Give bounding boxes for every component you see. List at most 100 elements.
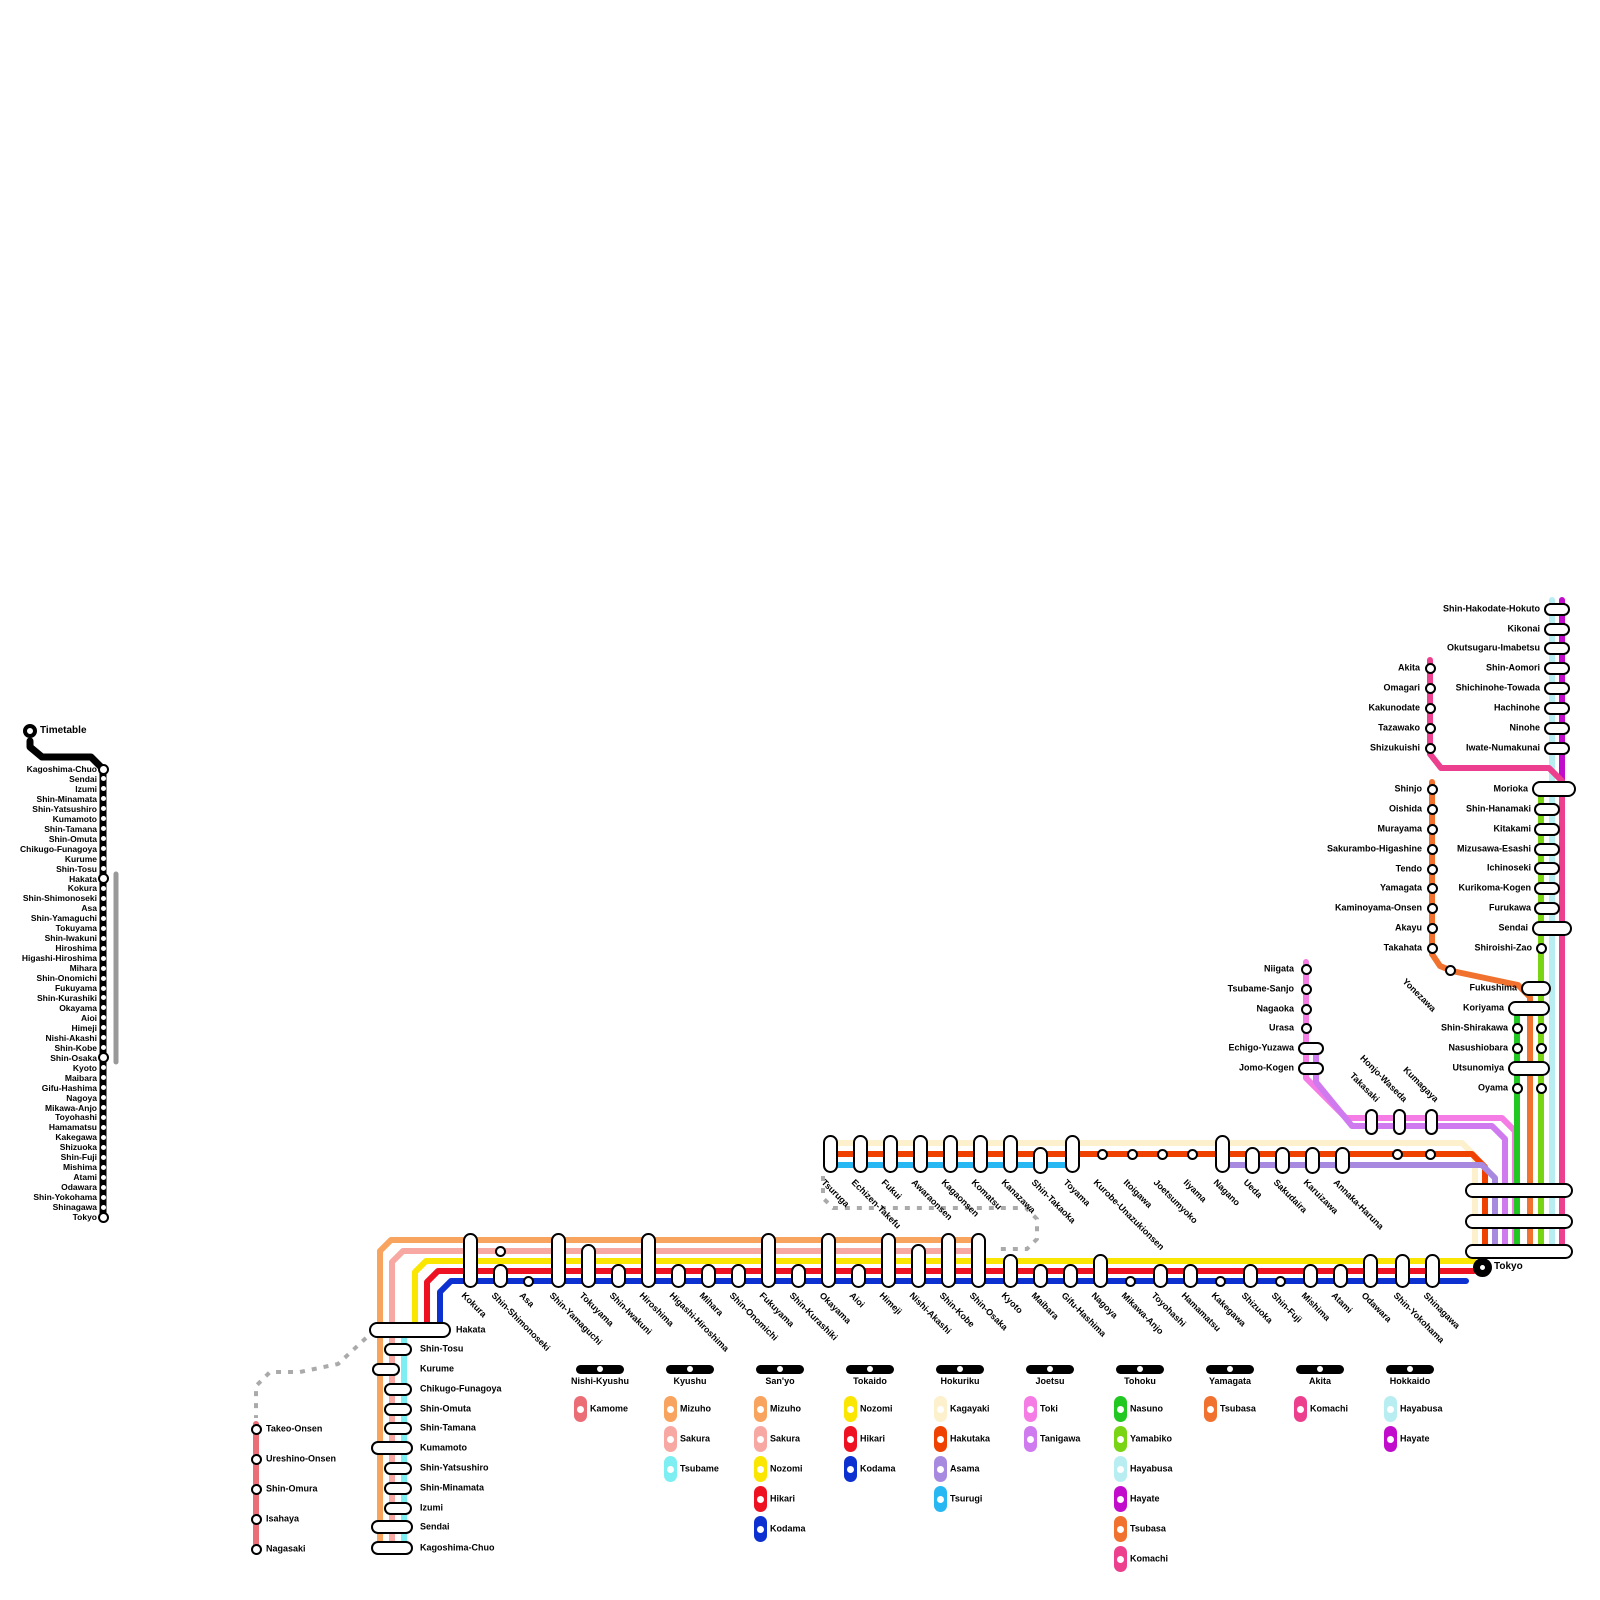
timetable-major-stop — [97, 1052, 109, 1064]
legend-line-name: Hokkaido — [1389, 1376, 1431, 1386]
timetable-stop — [100, 885, 106, 891]
station-marker — [1535, 1022, 1547, 1034]
legend-line-badge-dot — [867, 1366, 873, 1372]
station-marker — [1534, 861, 1560, 875]
legend-line-name: Joetsu — [1035, 1376, 1065, 1386]
station-marker — [942, 1135, 958, 1173]
legend-service-swatch-dot — [1116, 1525, 1124, 1533]
legend-service-name: Hayabusa — [1130, 1463, 1173, 1474]
timetable-station-label: Shin-Tamana — [44, 823, 97, 834]
timetable-station-label: Shin-Fuji — [60, 1152, 97, 1163]
station-marker — [1511, 1082, 1523, 1094]
timetable-station-label: Kokura — [67, 883, 97, 894]
station-label: Echigo-Yuzawa — [1228, 1042, 1294, 1053]
station-marker — [1511, 1022, 1523, 1034]
legend-service-name: Nozomi — [770, 1463, 803, 1474]
line-hikari — [424, 1268, 1477, 1335]
station-marker — [372, 1362, 400, 1376]
station-marker — [1300, 1003, 1312, 1015]
station-marker — [760, 1232, 776, 1288]
legend-service-name: Komachi — [1130, 1553, 1169, 1564]
station-label: Takahata — [1383, 942, 1422, 953]
legend-service-swatch-dot — [936, 1435, 944, 1443]
station-marker — [700, 1264, 716, 1288]
station-marker — [1302, 1264, 1318, 1288]
station-label: Nagaoka — [1256, 1003, 1294, 1014]
station-marker — [1096, 1148, 1108, 1160]
timetable-station-label: Himeji — [71, 1022, 97, 1033]
station-label: Shin-Shirakawa — [1440, 1022, 1508, 1033]
legend-service-name: Hayate — [1400, 1433, 1430, 1444]
station-marker — [1032, 1264, 1048, 1288]
timetable-station-label: Asa — [81, 903, 97, 914]
station-marker — [1274, 1146, 1290, 1174]
timetable-stop — [100, 1124, 106, 1130]
timetable-station-label: Shinagawa — [52, 1201, 97, 1212]
station-marker — [640, 1232, 656, 1288]
legend-service-name: Hayabusa — [1400, 1403, 1443, 1414]
station-label: Kurikoma-Kogen — [1458, 882, 1531, 893]
timetable-station-label: Shin-Yatsushiro — [32, 803, 97, 814]
station-label: Shin-Omuta — [420, 1403, 471, 1414]
station-label: Fukushima — [1469, 982, 1517, 993]
legend-service-swatch-dot — [1116, 1555, 1124, 1563]
timetable-stop — [100, 806, 106, 812]
station-marker — [384, 1342, 412, 1356]
station-marker — [384, 1461, 412, 1475]
station-label: Shichinohe-Towada — [1455, 682, 1540, 693]
timetable-major-stop — [97, 763, 109, 775]
timetable-stop — [100, 776, 106, 782]
timetable-stop — [100, 1095, 106, 1101]
timetable-station-label: Shin-Tosu — [56, 863, 97, 874]
station-label: Shin-Aomori — [1486, 662, 1540, 673]
station-marker — [1534, 802, 1560, 816]
station-label: Hachinohe — [1493, 702, 1540, 713]
timetable-station-label: Mikawa-Anjo — [45, 1102, 97, 1113]
timetable-station-label: Higashi-Hiroshima — [21, 952, 97, 963]
timetable-stop — [100, 955, 106, 961]
legend-line-badge-dot — [687, 1366, 693, 1372]
legend-line-name: San'yo — [765, 1376, 795, 1386]
legend-line-name: Tohoku — [1124, 1376, 1156, 1386]
legend-line-name: Tokaido — [853, 1376, 887, 1386]
station-marker — [1544, 622, 1570, 636]
station-label: Nagasaki — [266, 1543, 306, 1554]
station-marker — [384, 1481, 412, 1495]
station-label: Chikugo-Funagoya — [420, 1383, 502, 1394]
station-marker — [1334, 1146, 1350, 1174]
station-marker — [1152, 1264, 1168, 1288]
legend-line-badge-dot — [597, 1366, 603, 1372]
station-marker — [730, 1264, 746, 1288]
station-marker — [1304, 1146, 1320, 1174]
station-label: Utsunomiya — [1452, 1062, 1504, 1073]
station-label: Tendo — [1395, 863, 1422, 874]
legend-service-name: Hikari — [770, 1493, 796, 1504]
station-marker — [1274, 1275, 1286, 1287]
station-marker — [1244, 1146, 1260, 1174]
legend-service-name: Kodama — [770, 1523, 806, 1534]
station-marker — [1426, 783, 1438, 795]
legend-service-swatch-dot — [846, 1435, 854, 1443]
timetable-stop — [100, 945, 106, 951]
timetable-stop — [100, 1005, 106, 1011]
timetable-stop — [100, 965, 106, 971]
station-marker — [250, 1483, 262, 1495]
timetable-station-label: Tokyo — [72, 1211, 97, 1222]
legend-service-swatch-dot — [1296, 1405, 1304, 1413]
legend-service-swatch-dot — [1026, 1435, 1034, 1443]
station-marker — [384, 1402, 412, 1416]
legend-service-swatch-dot — [1386, 1405, 1394, 1413]
legend-line-name: Nishi-Kyushu — [570, 1376, 630, 1386]
station-label: Murayama — [1377, 823, 1422, 834]
station-marker — [369, 1322, 451, 1338]
line-kagayaki-hokuriku — [823, 1140, 1478, 1257]
timetable-station-label: Kakegawa — [55, 1132, 97, 1143]
line-transfer-tsuruga-kyoto — [821, 1176, 1039, 1251]
station-marker — [494, 1245, 506, 1257]
station-label: Ninohe — [1509, 722, 1541, 733]
station-label: Shin-Tosu — [420, 1343, 464, 1354]
station-label: Kumamoto — [420, 1442, 467, 1453]
timetable-station-label: Shin-Iwakuni — [44, 933, 97, 943]
timetable-stop — [100, 1065, 106, 1071]
legend-line-badge-dot — [1047, 1366, 1053, 1372]
